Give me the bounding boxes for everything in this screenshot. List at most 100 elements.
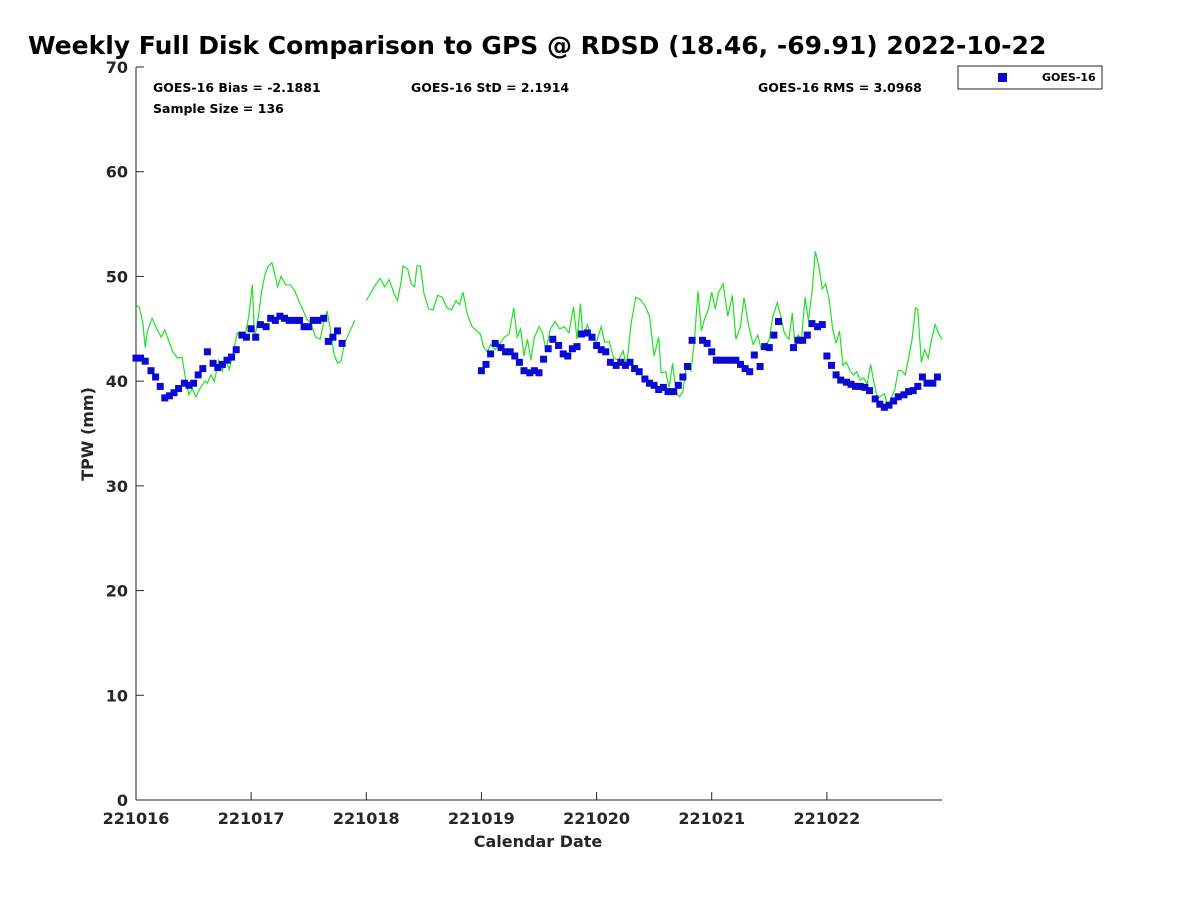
goes-data-point <box>885 401 893 409</box>
goes-data-point <box>305 323 313 331</box>
goes-data-point <box>602 348 610 356</box>
y-ticks: 0 10 20 30 40 50 60 70 <box>106 58 144 810</box>
goes-data-point <box>918 373 926 381</box>
goes-data-point <box>137 354 145 362</box>
x-tick-label: 221021 <box>678 809 745 828</box>
goes-data-point <box>606 358 614 366</box>
goes-data-point <box>914 382 922 390</box>
goes-data-point <box>271 316 279 324</box>
goes-data-point <box>544 345 552 353</box>
goes-data-point <box>262 323 270 331</box>
goes-data-point <box>900 391 908 399</box>
goes-data-point <box>555 342 563 349</box>
goes-data-point <box>852 382 860 390</box>
goes-data-point <box>267 314 275 322</box>
goes-data-point <box>790 344 797 352</box>
goes-data-point <box>520 367 528 375</box>
goes-data-point <box>871 395 879 403</box>
goes-data-point <box>487 350 495 358</box>
goes-data-point <box>314 316 322 324</box>
goes-data-point <box>650 381 658 389</box>
goes-data-point <box>722 356 729 364</box>
goes-data-point <box>161 394 169 402</box>
goes-data-point <box>549 335 557 343</box>
goes-data-point <box>185 381 193 389</box>
x-axis-label: Calendar Date <box>474 832 603 851</box>
goes-data-point <box>761 343 769 351</box>
goes-data-point <box>664 388 672 396</box>
goes-data-point <box>482 360 490 368</box>
goes-data-point <box>320 314 328 322</box>
goes-data-point <box>750 351 758 359</box>
goes-data-point <box>511 352 519 360</box>
goes-data-point <box>502 348 510 356</box>
goes-data-point <box>540 355 548 363</box>
goes-data-point <box>477 367 485 375</box>
goes-data-point <box>285 316 293 324</box>
goes-data-point <box>281 314 288 322</box>
legend-marker-goes16 <box>998 73 1007 82</box>
goes-data-point <box>626 358 634 366</box>
goes-data-point <box>631 365 639 373</box>
goes-data-point <box>905 388 913 396</box>
goes-data-point <box>218 360 226 368</box>
goes-data-point <box>808 320 816 328</box>
goes-data-point <box>756 363 764 370</box>
goes-data-point <box>491 339 499 347</box>
goes-data-point <box>699 336 706 344</box>
goes-data-point <box>247 325 255 333</box>
goes-data-point <box>646 379 653 387</box>
goes-data-point <box>147 367 155 375</box>
goes-data-point <box>228 353 236 361</box>
goes-data-point <box>243 333 250 341</box>
x-tick-label: 221019 <box>448 809 515 828</box>
y-tick-label: 0 <box>117 791 128 810</box>
goes-data-point <box>670 388 678 396</box>
goes-data-point <box>674 381 682 389</box>
rms-stat: GOES-16 RMS = 3.0968 <box>758 80 922 95</box>
goes-data-point <box>775 318 782 325</box>
goes-data-point <box>929 379 937 387</box>
goes-series-points <box>132 312 941 411</box>
goes-data-point <box>890 397 898 405</box>
goes-data-point <box>861 383 869 391</box>
goes-data-point <box>583 329 591 337</box>
goes-data-point <box>573 343 581 351</box>
goes-data-point <box>578 330 586 338</box>
y-axis-label: TPW (mm) <box>78 387 97 481</box>
goes-data-point <box>497 344 505 352</box>
goes-data-point <box>156 382 164 390</box>
goes-data-point <box>588 333 596 341</box>
goes-data-point <box>866 387 873 395</box>
goes-data-point <box>770 331 778 339</box>
goes-data-point <box>515 358 523 366</box>
goes-data-point <box>703 339 711 347</box>
goes-data-point <box>506 348 514 356</box>
goes-data-point <box>190 379 198 387</box>
goes-data-point <box>617 358 625 366</box>
goes-data-point <box>621 361 629 369</box>
y-tick-label: 50 <box>106 267 128 286</box>
goes-data-point <box>296 316 303 324</box>
goes-data-point <box>712 356 720 364</box>
goes-data-point <box>741 365 749 373</box>
x-tick-label: 221017 <box>218 809 285 828</box>
goes-data-point <box>209 359 217 367</box>
bias-stat: GOES-16 Bias = -2.1881 <box>153 80 321 95</box>
goes-data-point <box>256 321 264 329</box>
goes-data-point <box>291 316 299 324</box>
goes-data-point <box>876 400 884 408</box>
y-tick-label: 40 <box>106 372 128 391</box>
goes-data-point <box>727 356 735 364</box>
goes-data-point <box>832 371 840 379</box>
goes-data-point <box>856 382 864 390</box>
goes-data-point <box>847 380 855 388</box>
goes-data-point <box>842 378 850 386</box>
goes-data-point <box>175 385 183 392</box>
goes-data-point <box>679 373 687 381</box>
goes-data-point <box>199 365 207 373</box>
goes-data-point <box>880 403 888 411</box>
y-tick-label: 60 <box>106 163 128 182</box>
x-tick-label: 221018 <box>333 809 400 828</box>
goes-data-point <box>803 331 811 339</box>
